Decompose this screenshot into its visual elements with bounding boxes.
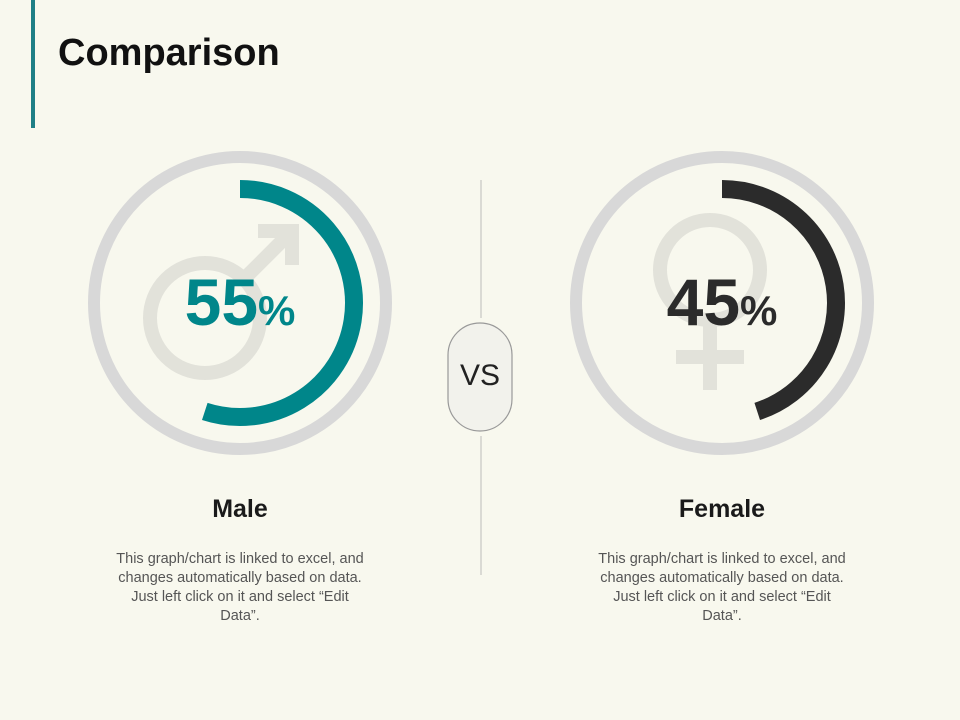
page-title: Comparison	[58, 32, 280, 74]
vs-label: VS	[460, 359, 500, 392]
value-label: 55%	[185, 265, 296, 339]
gauge-arc	[202, 180, 363, 426]
female-icon	[653, 213, 767, 390]
gauge-ring	[88, 151, 392, 455]
gauge-ring	[570, 151, 874, 455]
value-label: 45%	[667, 265, 778, 339]
gauge-arc	[721, 180, 845, 420]
gauge-description: This graph/chart is linked to excel, and…	[598, 551, 846, 624]
accent-bar	[31, 0, 35, 128]
gauge-name: Male	[212, 495, 268, 523]
gauge-name: Female	[678, 495, 766, 523]
male-icon	[143, 224, 299, 380]
gauge-description: This graph/chart is linked to excel, and…	[116, 551, 364, 624]
vs-badge	[447, 322, 513, 432]
